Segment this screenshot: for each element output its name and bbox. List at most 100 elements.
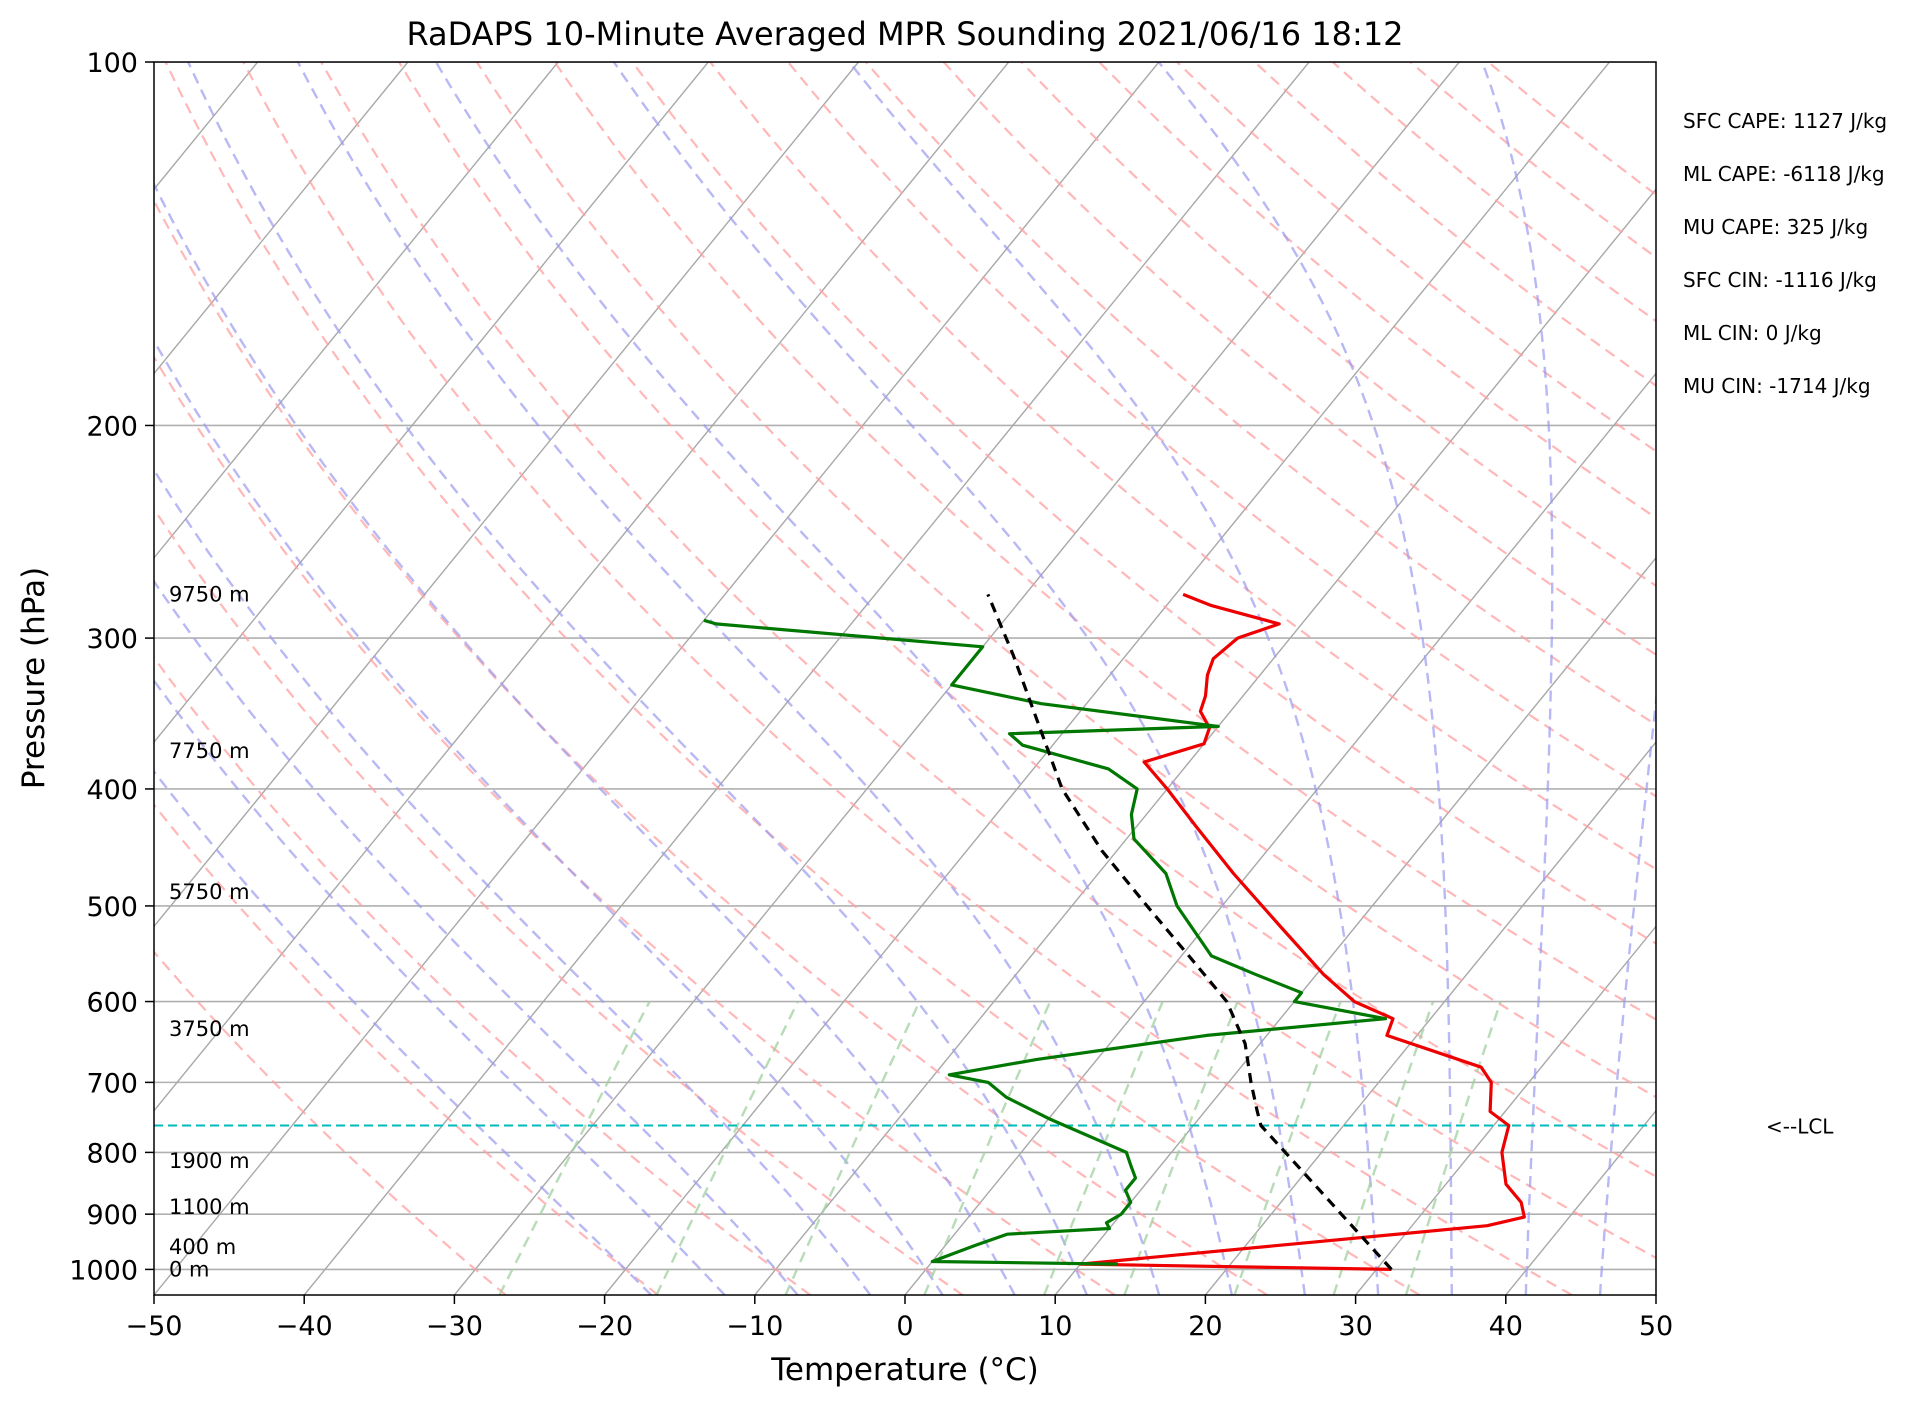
- x-tick-label: 30: [1338, 1311, 1372, 1342]
- dry-adiabat-line: [1098, 62, 1656, 520]
- isotherm-line: [1355, 925, 1656, 1295]
- height-label: 5750 m: [169, 880, 250, 904]
- moist-adiabat-line: [154, 467, 872, 1295]
- x-tick-label: −20: [576, 1311, 633, 1342]
- sounding-series: [703, 592, 1526, 1271]
- dewpoint-line: [703, 618, 1388, 1266]
- dry-adiabat-line: [154, 355, 1116, 1295]
- isotherm-line: [154, 62, 559, 559]
- moist-adiabat-line: [296, 62, 1161, 1295]
- isotherm-line: [1655, 1293, 1656, 1295]
- moist-adiabat-line: [154, 769, 653, 1295]
- x-tick-label: 20: [1188, 1311, 1222, 1342]
- y-tick-label: 1000: [69, 1255, 138, 1286]
- moist-adiabat-line: [1481, 62, 1554, 1295]
- mixing-ratio-lines: [498, 1001, 1502, 1295]
- y-tick-label: 900: [86, 1200, 138, 1231]
- y-tick-label: 300: [86, 624, 138, 655]
- moist-adiabat-line: [154, 678, 726, 1295]
- dry-adiabat-lines: [154, 62, 1656, 1295]
- dry-adiabat-line: [154, 506, 964, 1295]
- isotherm-line: [1806, 62, 1925, 1295]
- height-label: 3750 m: [169, 1017, 250, 1041]
- dry-adiabat-line: [787, 62, 1656, 798]
- height-label: 400 m: [169, 1235, 236, 1259]
- height-label: 0 m: [169, 1257, 210, 1281]
- mixing-ratio-line: [655, 1001, 799, 1295]
- moist-adiabat-line: [154, 338, 944, 1295]
- mixing-ratio-line: [1404, 1001, 1502, 1295]
- y-tick-label: 700: [86, 1068, 138, 1099]
- isobar-gridlines: [154, 62, 1656, 1271]
- moist-adiabat-line: [187, 62, 1088, 1295]
- mixing-ratio-line: [1123, 1001, 1239, 1295]
- dry-adiabat-line: [154, 655, 811, 1295]
- dry-adiabat-line: [154, 950, 507, 1295]
- moist-adiabat-line: [1157, 62, 1453, 1295]
- stat-label: ML CIN: 0 J/kg: [1683, 321, 1822, 345]
- dry-adiabat-line: [242, 62, 1573, 1295]
- mixing-ratio-line: [1233, 1001, 1342, 1295]
- dry-adiabat-line: [709, 62, 1656, 871]
- isotherm-line: [904, 372, 1656, 1295]
- isotherm-line: [1054, 556, 1656, 1295]
- dry-adiabat-line: [398, 62, 1656, 1178]
- isotherm-lines: [154, 62, 1925, 1295]
- y-tick-label: 500: [86, 892, 138, 923]
- height-label: 7750 m: [169, 739, 250, 763]
- dry-adiabat-line: [1487, 62, 1656, 196]
- y-tick-label: 200: [86, 411, 138, 442]
- mixing-ratio-line: [923, 1001, 1052, 1295]
- mixing-ratio-line: [498, 1001, 651, 1295]
- dry-adiabat-line: [942, 62, 1656, 656]
- dry-adiabat-line: [1331, 62, 1656, 323]
- chart-title: RaDAPS 10-Minute Averaged MPR Sounding 2…: [406, 15, 1403, 53]
- y-tick-label: 100: [86, 48, 138, 79]
- stat-label: ML CAPE: -6118 J/kg: [1683, 162, 1885, 186]
- y-tick-label: 400: [86, 775, 138, 806]
- x-axis-ticks: −50 −40 −30 −20 −10 0 10 20 30 40 50: [126, 1295, 1673, 1342]
- moist-adiabat-line: [434, 62, 1234, 1295]
- isotherm-line: [154, 62, 1010, 1112]
- isotherm-line: [303, 62, 1310, 1295]
- isotherm-line: [154, 62, 409, 375]
- isotherm-line: [154, 62, 860, 928]
- x-tick-label: 40: [1489, 1311, 1523, 1342]
- dry-adiabat-line: [164, 62, 1421, 1295]
- x-tick-label: −40: [276, 1311, 333, 1342]
- stats-panel: SFC CAPE: 1127 J/kg ML CAPE: -6118 J/kg MU…: [1683, 109, 1887, 398]
- dry-adiabat-line: [1020, 62, 1656, 588]
- dry-adiabat-line: [553, 62, 1656, 1021]
- stat-label: MU CAPE: 325 J/kg: [1683, 215, 1868, 239]
- dry-adiabat-line: [1254, 62, 1656, 387]
- stat-label: SFC CIN: -1116 J/kg: [1683, 268, 1877, 292]
- moist-adiabat-line: [154, 579, 799, 1295]
- dry-adiabat-line: [475, 62, 1656, 1099]
- y-axis-ticks: 100 200 300 400 500 600 700 800 900 1000: [69, 48, 154, 1286]
- x-tick-label: −50: [126, 1311, 183, 1342]
- y-axis-title: Pressure (hPa): [16, 567, 52, 789]
- height-label: 1900 m: [169, 1149, 250, 1173]
- mixing-ratio-line: [1332, 1001, 1435, 1295]
- x-tick-label: 50: [1639, 1311, 1673, 1342]
- isotherm-line: [154, 62, 709, 744]
- parcel-line: [986, 593, 1393, 1271]
- x-tick-label: 10: [1038, 1311, 1072, 1342]
- moist-adiabat-lines: [154, 62, 1656, 1295]
- isotherm-line: [1505, 1109, 1656, 1295]
- height-label: 1100 m: [169, 1195, 250, 1219]
- x-axis-title: Temperature (°C): [770, 1352, 1039, 1388]
- dry-adiabat-line: [154, 198, 1268, 1295]
- isotherm-line: [1204, 741, 1656, 1295]
- height-label: 9750 m: [169, 582, 250, 606]
- isotherm-line: [154, 62, 1160, 1295]
- height-labels: 9750 m 7750 m 5750 m 3750 m 1900 m 1100 m 400 …: [169, 582, 250, 1281]
- dry-adiabat-line: [631, 62, 1656, 945]
- isotherm-line: [604, 62, 1611, 1295]
- y-tick-label: 800: [86, 1138, 138, 1169]
- x-tick-label: −30: [426, 1311, 483, 1342]
- plot-area: [154, 62, 1925, 1295]
- moist-adiabat-line: [154, 181, 1016, 1295]
- y-tick-label: 600: [86, 988, 138, 1019]
- dry-adiabat-line: [1176, 62, 1656, 453]
